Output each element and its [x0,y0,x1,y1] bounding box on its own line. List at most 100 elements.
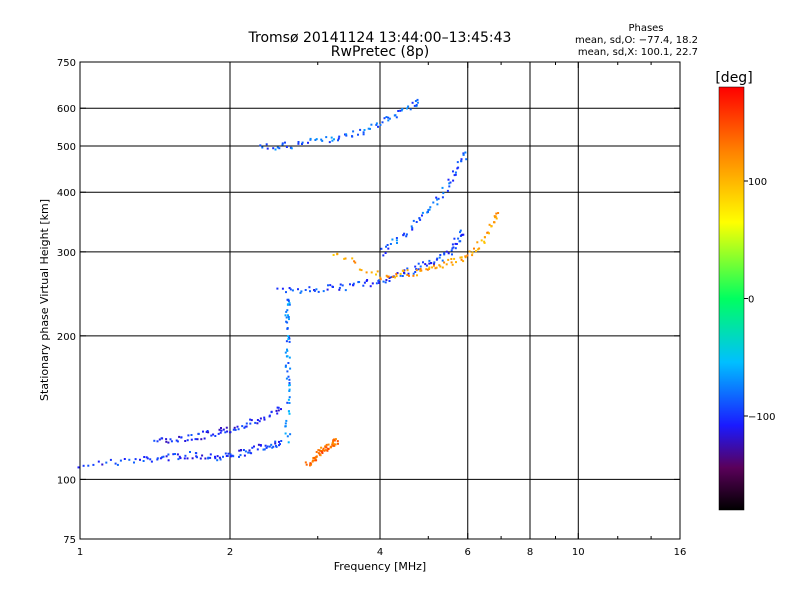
data-point [285,146,288,148]
data-point [309,137,312,140]
data-point [314,457,317,460]
data-point [281,142,284,145]
data-point [288,287,291,289]
data-point [313,289,316,292]
data-point [161,456,164,459]
data-point [454,242,457,245]
data-point [142,460,145,462]
data-point [196,438,199,441]
data-point [278,444,280,447]
data-point [394,276,396,279]
data-point [201,454,204,457]
data-point [451,263,454,266]
data-point [490,225,493,228]
data-point [326,449,329,452]
data-point [315,451,318,453]
data-point [448,182,451,185]
data-point [438,264,441,267]
data-point [447,258,450,261]
data-point [382,280,385,283]
data-point [426,211,429,214]
data-point [274,148,277,151]
data-point [416,98,419,101]
data-point [286,370,289,373]
data-point [428,268,431,270]
data-point [281,143,284,146]
data-point [445,263,448,266]
data-point [450,261,453,264]
y-tick-label: 75 [63,535,76,546]
data-point [460,160,463,163]
data-point [288,384,291,387]
data-point [411,227,414,230]
data-point [456,161,459,164]
data-point [362,284,365,287]
data-point [334,438,337,441]
data-point [363,281,366,284]
data-point [248,449,251,452]
data-point [443,261,446,264]
data-point [288,303,291,306]
data-point [403,271,405,274]
data-point [332,440,334,443]
data-point [459,256,462,259]
data-point [439,265,442,268]
data-point [274,440,277,443]
data-point [286,321,289,324]
data-point [389,243,392,245]
data-point [288,402,291,404]
data-point [288,318,290,321]
data-point [258,420,261,423]
data-point [417,262,420,265]
data-point [266,147,269,150]
data-point [268,445,271,448]
data-point [365,271,368,274]
data-point [286,401,289,404]
data-point [278,147,281,150]
data-point [276,406,279,409]
data-point [227,452,230,455]
data-point [414,265,417,268]
data-point [288,378,291,381]
data-point [287,314,289,317]
data-point [153,439,156,442]
data-point [216,459,219,462]
x-tick-label: 16 [674,547,687,558]
data-point [174,453,176,455]
data-point [331,443,334,446]
data-point [304,289,307,291]
data-point [322,447,325,450]
data-point [483,236,486,239]
data-point [178,435,181,438]
axis-ticks: 1 2 4 6 8 10 16 75 100 200 300 400 500 600 750 [57,58,686,558]
data-point [284,141,286,144]
data-point [277,409,280,412]
data-point [261,146,264,149]
data-point [424,263,427,266]
data-point [388,117,391,120]
data-point [317,290,320,293]
grid-lines [80,62,680,539]
data-point [337,137,340,140]
data-point [429,206,432,209]
data-point [317,452,320,455]
data-point [297,141,300,143]
data-point [281,287,284,290]
data-point [226,455,229,457]
data-point [280,440,283,442]
data-point [167,453,170,456]
data-point [466,254,469,257]
data-point [307,141,309,144]
data-point [358,268,361,271]
data-point [239,454,242,457]
data-point [149,458,152,461]
data-point [332,444,335,447]
y-tick-label: 600 [57,104,76,115]
data-point [471,254,474,257]
data-point [146,457,149,460]
data-point [284,314,287,317]
data-point [236,425,239,428]
data-point [197,432,200,435]
data-point [396,242,398,244]
data-point [134,458,137,461]
